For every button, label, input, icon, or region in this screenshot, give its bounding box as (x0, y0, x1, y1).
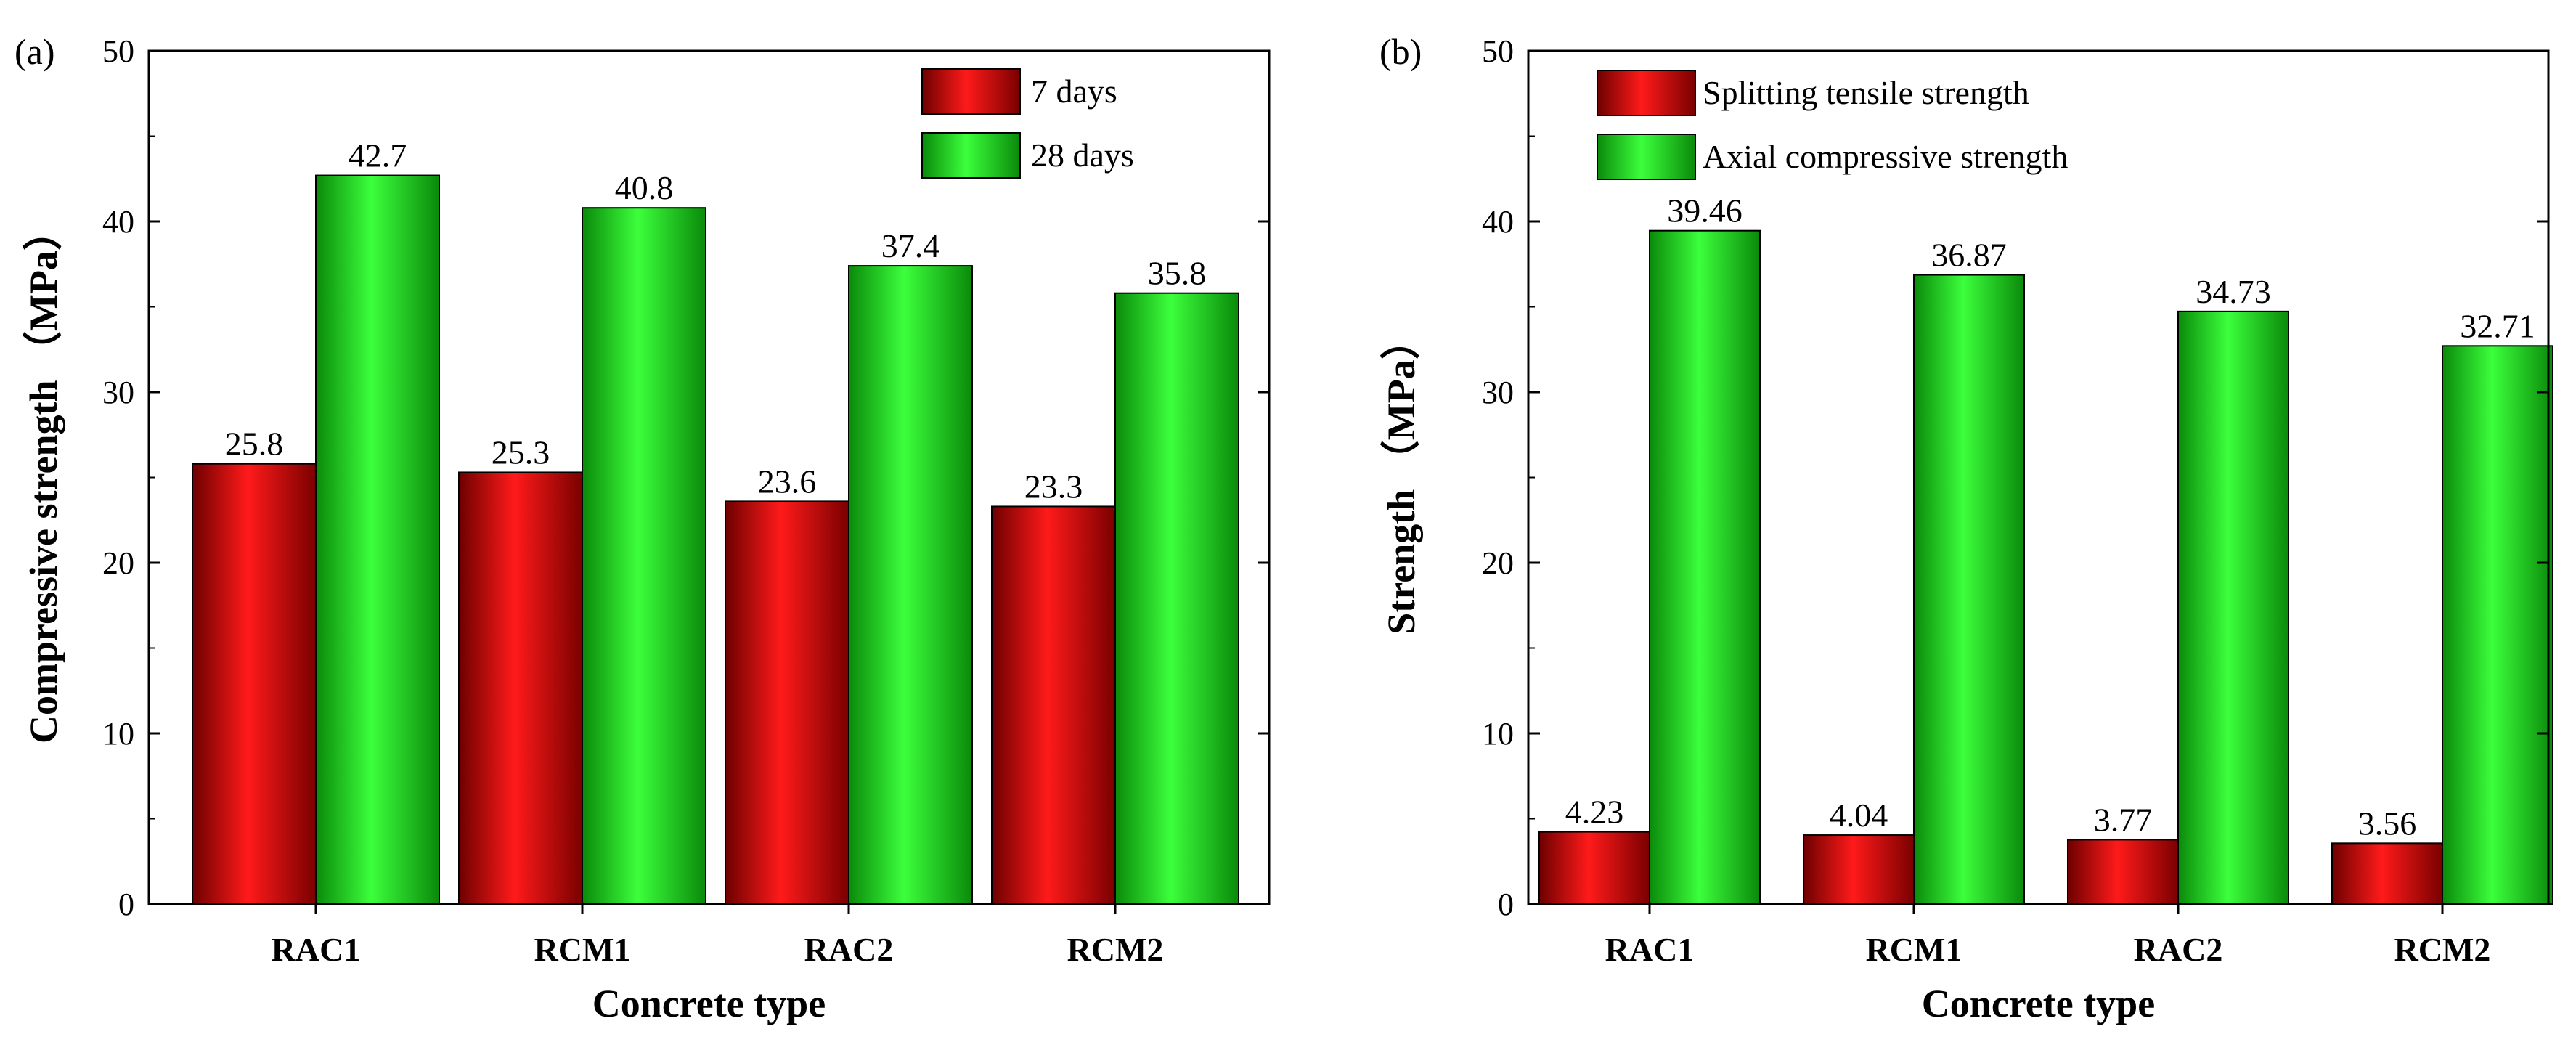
x-tick-label-rcm2: RCM2 (2394, 931, 2491, 968)
plot-frame (147, 49, 1271, 905)
legend: 7 days 28 days (921, 68, 1134, 179)
data-label-rac1-series-0: 25.8 (225, 426, 284, 463)
x-tick-label-rcm1: RCM1 (534, 931, 631, 968)
data-label-rcm2-series-0: 23.3 (1024, 468, 1083, 505)
data-label-rac1-series-1: 39.46 (1667, 192, 1743, 229)
bar-rcm1-series-1 (1913, 274, 2025, 905)
legend-swatch-series-1 (921, 132, 1021, 179)
bar-rcm1-series-0 (1803, 834, 1915, 905)
x-tick-label-rcm1: RCM1 (1866, 931, 1962, 968)
bar-rac1-series-1 (1649, 229, 1761, 905)
y-tick-label-10: 10 (1482, 716, 1514, 752)
bar-rac1-series-0 (192, 463, 317, 905)
bar-rac1-series-1 (315, 174, 440, 905)
plot-frame (1527, 49, 2550, 905)
legend-swatch-series-1 (1597, 134, 1696, 180)
data-label-rac1-series-0: 4.23 (1565, 794, 1624, 831)
data-label-rcm1-series-1: 40.8 (615, 169, 674, 206)
y-tick-label-40: 40 (1482, 204, 1514, 240)
y-tick-label-0: 0 (1498, 887, 1514, 922)
legend-label-series-1: 28 days (1031, 137, 1134, 174)
data-label-rcm1-series-1: 36.87 (1931, 237, 2007, 274)
data-label-rcm2-series-1: 32.71 (2460, 307, 2535, 344)
bar-rac2-series-1 (2177, 310, 2289, 905)
y-tick-label-40: 40 (102, 204, 134, 240)
y-axis-title: Strength （MPa） (1379, 320, 1423, 634)
panel-label: (a) (15, 31, 55, 72)
bar-rcm1-series-0 (458, 471, 583, 905)
y-tick-label-0: 0 (118, 887, 134, 922)
x-tick-label-rac2: RAC2 (804, 931, 894, 968)
chart-panel-b: 4.23 39.46 RAC1 4.04 36.87 RCM1 3.77 34.73 RAC2 3… (1379, 31, 2553, 1025)
data-label-rac2-series-0: 23.6 (758, 463, 817, 500)
chart-panel-a: 25.8 42.7 RAC1 25.3 40.8 RCM1 23.6 37.4 RAC2 23.3… (15, 31, 1271, 1025)
bar-rac2-series-1 (848, 265, 973, 905)
bar-rcm2-series-0 (991, 505, 1116, 905)
legend-label-series-1: Axial compressive strength (1703, 138, 2068, 175)
data-label-rac1-series-1: 42.7 (349, 137, 407, 174)
legend-swatch-series-0 (1597, 70, 1696, 116)
y-tick-label-50: 50 (102, 33, 134, 69)
x-axis-title: Concrete type (1922, 982, 2155, 1025)
bar-rcm1-series-1 (582, 207, 706, 905)
data-label-rcm2-series-1: 35.8 (1148, 255, 1207, 292)
x-tick-label-rac1: RAC1 (1605, 931, 1695, 968)
data-label-rac2-series-1: 34.73 (2196, 273, 2271, 310)
y-axis-title: Compressive strength （MPa） (22, 211, 65, 744)
y-tick-label-20: 20 (102, 545, 134, 581)
y-tick-label-30: 30 (102, 375, 134, 410)
data-label-rcm1-series-0: 25.3 (492, 434, 550, 471)
legend: Splitting tensile strength Axial compress… (1597, 70, 2068, 180)
y-tick-label-50: 50 (1482, 33, 1514, 69)
y-tick-label-30: 30 (1482, 375, 1514, 410)
y-tick-label-20: 20 (1482, 545, 1514, 581)
bar-rcm2-series-0 (2331, 842, 2443, 905)
bar-rcm2-series-1 (1114, 292, 1239, 905)
y-tick-label-10: 10 (102, 716, 134, 752)
legend-label-series-0: Splitting tensile strength (1703, 74, 2029, 111)
x-tick-label-rcm2: RCM2 (1067, 931, 1164, 968)
bar-rac2-series-0 (2067, 839, 2179, 905)
legend-label-series-0: 7 days (1031, 73, 1117, 110)
bar-rcm2-series-1 (2442, 345, 2553, 905)
x-axis-title: Concrete type (592, 982, 826, 1025)
data-label-rcm1-series-0: 4.04 (1830, 797, 1888, 834)
panel-label: (b) (1379, 31, 1422, 72)
legend-swatch-series-0 (921, 68, 1021, 115)
x-tick-label-rac1: RAC1 (272, 931, 361, 968)
bar-rac1-series-0 (1538, 831, 1650, 905)
bar-rac2-series-0 (725, 500, 849, 905)
data-label-rac2-series-0: 3.77 (2094, 801, 2153, 838)
data-label-rcm2-series-0: 3.56 (2358, 805, 2417, 842)
data-label-rac2-series-1: 37.4 (881, 227, 940, 264)
x-tick-label-rac2: RAC2 (2134, 931, 2223, 968)
